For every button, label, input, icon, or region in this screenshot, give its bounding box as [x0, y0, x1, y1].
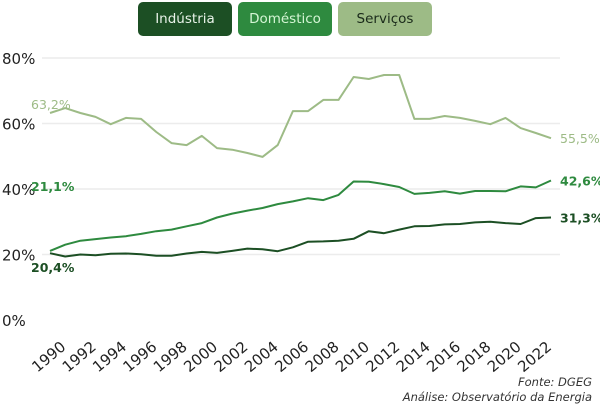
start-value-label: 63,2%: [31, 97, 71, 112]
end-value-label: 31,3%: [560, 210, 600, 225]
x-tick-label: 1990: [28, 338, 69, 376]
end-value-label: 42,6%: [560, 173, 600, 188]
x-tick-label: 1998: [150, 338, 191, 376]
y-tick-label: 0%: [2, 312, 26, 330]
analysis-text: Análise: Observatório da Energia: [402, 390, 592, 404]
x-tick-label: 2006: [271, 338, 312, 376]
legend-button-industria[interactable]: Indústria: [138, 2, 232, 36]
legend: Indústria Doméstico Serviços: [138, 2, 432, 36]
y-tick-label: 20%: [2, 247, 35, 265]
x-tick-label: 1992: [59, 338, 100, 376]
legend-button-domestico[interactable]: Doméstico: [238, 2, 332, 36]
x-tick-label: 1996: [120, 338, 161, 376]
end-value-label: 55,5%: [560, 131, 600, 146]
start-value-label: 20,4%: [31, 260, 75, 275]
series-line-0: [49, 216, 552, 258]
x-tick-label: 2018: [454, 338, 495, 376]
x-tick-label: 2010: [332, 338, 373, 376]
y-tick-label: 60%: [2, 116, 35, 134]
legend-label: Doméstico: [249, 11, 321, 27]
x-tick-label: 2004: [241, 338, 282, 376]
x-tick-label: 2022: [514, 338, 555, 376]
source-text: Fonte: DGEG: [518, 375, 592, 389]
legend-button-servicos[interactable]: Serviços: [338, 2, 432, 36]
start-value-label: 21,1%: [31, 179, 75, 194]
x-tick-label: 2000: [180, 338, 221, 376]
legend-label: Indústria: [155, 11, 215, 27]
legend-label: Serviços: [356, 11, 414, 27]
x-tick-label: 2008: [302, 338, 343, 376]
x-tick-label: 2014: [393, 338, 434, 376]
x-tick-label: 2002: [211, 338, 252, 376]
x-tick-label: 1994: [89, 338, 130, 376]
x-tick-label: 2020: [484, 338, 525, 376]
x-tick-label: 2016: [423, 338, 464, 376]
series-line-2: [49, 74, 552, 158]
y-tick-label: 40%: [2, 181, 35, 199]
y-tick-label: 80%: [2, 50, 35, 68]
series-line-1: [49, 179, 552, 252]
x-tick-label: 2012: [362, 338, 403, 376]
